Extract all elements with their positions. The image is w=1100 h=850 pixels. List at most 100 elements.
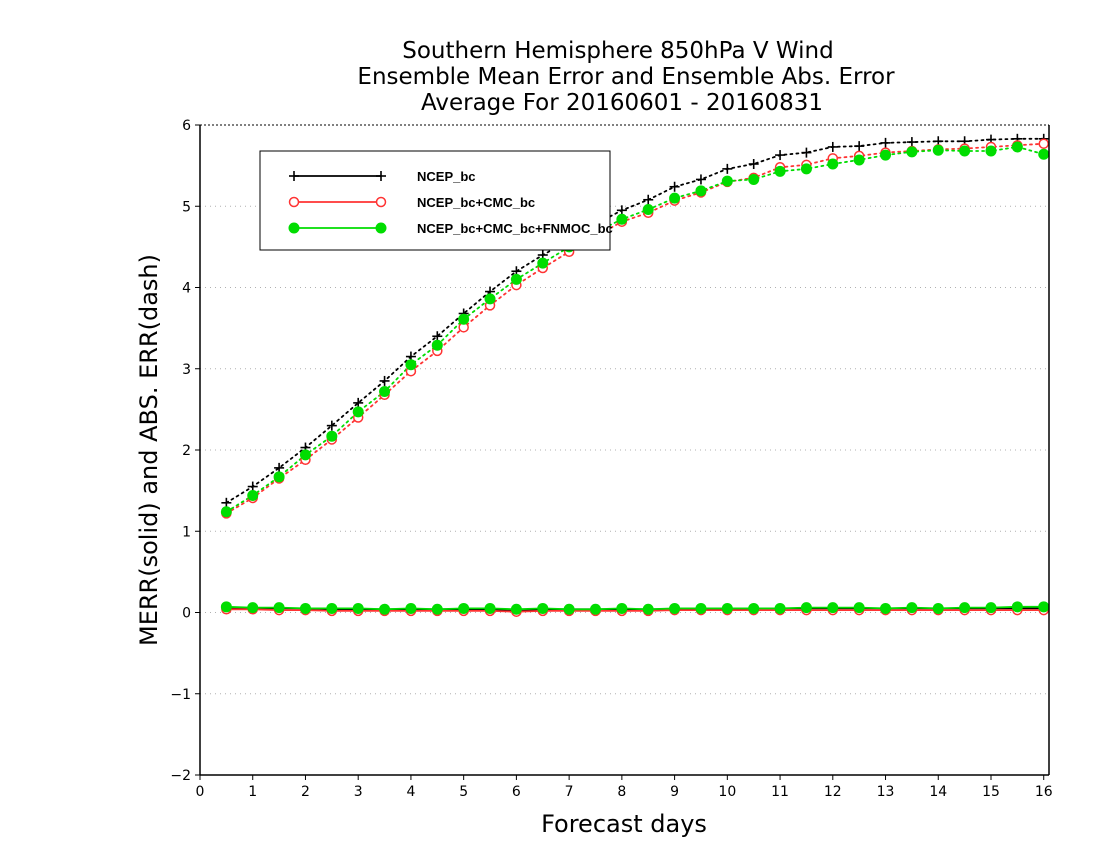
- y-tick-label: 2: [182, 443, 191, 459]
- abs-err-point-ncep-bc-cmc-bc-fnmoc-bc: [1038, 148, 1050, 160]
- x-tick-label: 3: [354, 784, 363, 800]
- legend-entry-ncep-bc-cmc-bc-fnmoc-bc: NCEP_bc+CMC_bc+FNMOC_bc: [288, 221, 613, 236]
- x-tick-label: 12: [824, 784, 842, 800]
- mean-err-point-ncep-bc-cmc-bc-fnmoc-bc: [827, 602, 839, 614]
- y-tick-label: 0: [182, 606, 191, 622]
- abs-err-point-ncep-bc: [274, 462, 285, 473]
- abs-err-point-ncep-bc-cmc-bc-fnmoc-bc: [616, 213, 628, 225]
- legend-box: [259, 150, 611, 251]
- x-tick-label: 10: [718, 784, 736, 800]
- mean-err-point-ncep-bc-cmc-bc-fnmoc-bc: [880, 602, 892, 614]
- abs-err-point-ncep-bc: [353, 397, 364, 408]
- mean-err-point-ncep-bc-cmc-bc-fnmoc-bc: [906, 602, 918, 614]
- mean-err-point-ncep-bc-cmc-bc-fnmoc-bc: [431, 603, 443, 615]
- mean-err-point-ncep-bc-cmc-bc-fnmoc-bc: [326, 602, 338, 614]
- abs-err-point-ncep-bc: [695, 174, 706, 185]
- plot-data: [220, 133, 1050, 617]
- abs-err-point-ncep-bc: [748, 159, 759, 169]
- abs-err-point-ncep-bc-cmc-bc-fnmoc-bc: [510, 273, 522, 285]
- abs-err-point-ncep-bc-cmc-bc-fnmoc-bc: [247, 490, 259, 501]
- abs-err-point-ncep-bc: [221, 497, 232, 508]
- x-axis-label: Forecast days: [541, 810, 707, 838]
- legend-marker-start-ncep-bc: [289, 171, 299, 181]
- x-tick-label: 8: [617, 784, 626, 800]
- mean-err-point-ncep-bc-cmc-bc-fnmoc-bc: [1011, 601, 1023, 613]
- x-tick-label: 6: [512, 784, 521, 800]
- abs-err-point-ncep-bc: [854, 141, 865, 152]
- title-line-1: Southern Hemisphere 850hPa V Wind: [402, 38, 833, 64]
- mean-err-point-ncep-bc-cmc-bc-fnmoc-bc: [800, 602, 812, 614]
- abs-err-point-ncep-bc-cmc-bc-fnmoc-bc: [405, 359, 417, 371]
- mean-err-point-ncep-bc-cmc-bc-fnmoc-bc: [352, 602, 364, 614]
- abs-err-point-ncep-bc-cmc-bc-fnmoc-bc: [880, 149, 892, 161]
- mean-err-point-ncep-bc-cmc-bc-fnmoc-bc: [616, 602, 628, 614]
- legend-marker-end-ncep-bc-cmc-bc-fnmoc-bc: [375, 222, 387, 234]
- x-tick-label: 13: [877, 784, 895, 800]
- mean-err-point-ncep-bc-cmc-bc-fnmoc-bc: [853, 602, 865, 614]
- y-tick-label: 5: [182, 199, 191, 215]
- abs-err-point-ncep-bc: [722, 163, 733, 174]
- abs-err-point-ncep-bc-cmc-bc-fnmoc-bc: [299, 449, 311, 461]
- legend-marker-end-ncep-bc: [376, 171, 386, 181]
- abs-err-point-ncep-bc: [801, 147, 812, 158]
- x-tick-label: 0: [196, 784, 205, 800]
- legend-marker-start-ncep-bc-cmc-bc-fnmoc-bc: [288, 222, 300, 234]
- mean-err-point-ncep-bc-cmc-bc-fnmoc-bc: [669, 602, 681, 614]
- abs-err-point-ncep-bc: [432, 331, 443, 342]
- mean-err-point-ncep-bc-cmc-bc-fnmoc-bc: [510, 603, 522, 615]
- mean-err-point-ncep-bc-cmc-bc-fnmoc-bc: [642, 603, 654, 615]
- abs-err-point-ncep-bc-cmc-bc-fnmoc-bc: [537, 257, 549, 269]
- abs-err-point-ncep-bc-cmc-bc-fnmoc-bc: [959, 145, 971, 157]
- abs-err-point-ncep-bc-cmc-bc-fnmoc-bc: [800, 163, 812, 175]
- mean-err-point-ncep-bc-cmc-bc-fnmoc-bc: [405, 602, 417, 614]
- abs-err-point-ncep-bc: [643, 194, 654, 205]
- x-tick-label: 16: [1035, 784, 1053, 800]
- x-tick-label: 2: [301, 784, 310, 800]
- abs-err-point-ncep-bc: [616, 205, 627, 216]
- abs-err-point-ncep-bc-cmc-bc-fnmoc-bc: [932, 144, 944, 156]
- abs-err-point-ncep-bc: [247, 481, 258, 492]
- mean-err-point-ncep-bc-cmc-bc-fnmoc-bc: [299, 602, 311, 614]
- x-tick-label: 4: [406, 784, 415, 800]
- legend-marker-start-ncep-bc-cmc-bc: [288, 196, 300, 208]
- abs-err-point-ncep-bc: [906, 137, 917, 148]
- mean-err-point-ncep-bc-cmc-bc-fnmoc-bc: [695, 602, 707, 614]
- abs-err-point-ncep-bc-cmc-bc-fnmoc-bc: [352, 406, 364, 418]
- abs-err-point-ncep-bc-cmc-bc-fnmoc-bc: [748, 173, 760, 185]
- abs-err-point-ncep-bc: [379, 375, 390, 386]
- legend-entry-ncep-bc: NCEP_bc: [289, 169, 476, 184]
- abs-err-point-ncep-bc-cmc-bc-fnmoc-bc: [484, 293, 496, 305]
- y-tick-label: 4: [182, 281, 191, 297]
- mean-err-point-ncep-bc-cmc-bc-fnmoc-bc: [721, 602, 733, 614]
- mean-err-point-ncep-bc-cmc-bc-fnmoc-bc: [537, 602, 549, 614]
- mean-err-point-ncep-bc-cmc-bc-fnmoc-bc: [589, 603, 601, 615]
- legend-label-ncep-bc-cmc-bc: NCEP_bc+CMC_bc: [417, 195, 535, 210]
- title-line-2: Ensemble Mean Error and Ensemble Abs. Er…: [357, 64, 895, 90]
- mean-err-point-ncep-bc-cmc-bc-fnmoc-bc: [748, 602, 760, 614]
- abs-err-point-ncep-bc: [880, 137, 891, 148]
- abs-err-point-ncep-bc-cmc-bc-fnmoc-bc: [853, 154, 865, 166]
- y-tick-label: 1: [182, 524, 191, 540]
- abs-err-point-ncep-bc-cmc-bc-fnmoc-bc: [379, 386, 391, 397]
- abs-err-point-ncep-bc-cmc-bc: [1038, 138, 1049, 149]
- abs-err-point-ncep-bc: [326, 420, 337, 431]
- mean-err-point-ncep-bc-cmc-bc-fnmoc-bc: [959, 602, 971, 614]
- abs-err-point-ncep-bc-cmc-bc-fnmoc-bc: [985, 145, 997, 157]
- x-tick-label: 15: [982, 784, 1000, 800]
- x-tick-label: 14: [929, 784, 947, 800]
- mean-err-point-ncep-bc-cmc-bc-fnmoc-bc: [1038, 601, 1050, 613]
- mean-err-point-ncep-bc-cmc-bc-fnmoc-bc: [985, 602, 997, 614]
- x-tick-label: 11: [771, 784, 789, 800]
- legend-label-ncep-bc-cmc-bc-fnmoc-bc: NCEP_bc+CMC_bc+FNMOC_bc: [417, 221, 613, 236]
- x-tick-label: 9: [670, 784, 679, 800]
- abs-err-point-ncep-bc: [827, 141, 838, 152]
- legend-label-ncep-bc: NCEP_bc: [417, 169, 476, 184]
- mean-err-point-ncep-bc-cmc-bc-fnmoc-bc: [484, 602, 496, 614]
- abs-err-point-ncep-bc-cmc-bc-fnmoc-bc: [827, 158, 839, 170]
- title-line-3: Average For 20160601 - 20160831: [421, 90, 823, 116]
- y-tick-label: −2: [170, 768, 191, 784]
- x-tick-label: 7: [565, 784, 574, 800]
- mean-err-point-ncep-bc-cmc-bc-fnmoc-bc: [563, 603, 575, 615]
